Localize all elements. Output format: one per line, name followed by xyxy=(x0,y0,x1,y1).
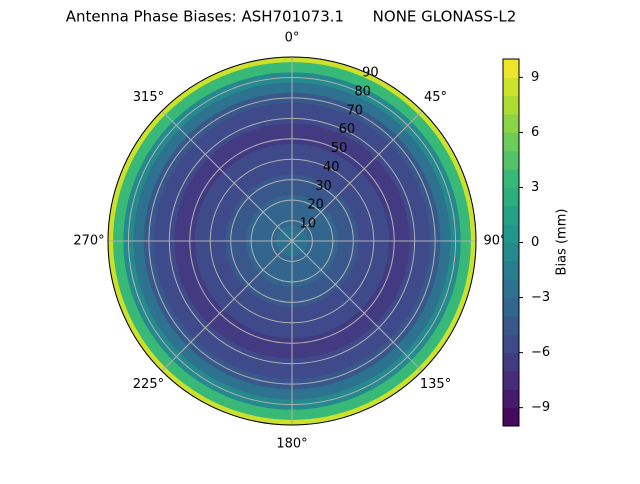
colorbar-band xyxy=(503,279,519,299)
radial-tick-label: 80 xyxy=(354,84,371,99)
angular-grid-line xyxy=(161,240,293,372)
angular-tick-label: 0° xyxy=(285,31,300,46)
colorbar-band xyxy=(503,334,519,354)
colorbar-tick-label: 3 xyxy=(531,180,539,195)
colorbar-tick-label: −6 xyxy=(531,345,550,360)
colorbar-band xyxy=(503,260,519,280)
colorbar-tick-label: −9 xyxy=(531,400,550,415)
angular-tick-label: 225° xyxy=(133,377,164,392)
colorbar-tick-label: 6 xyxy=(531,125,539,140)
colorbar-band xyxy=(503,205,519,225)
colorbar-band xyxy=(503,352,519,372)
colorbar-band xyxy=(503,315,519,335)
radial-tick-label: 70 xyxy=(346,103,363,118)
colorbar-band xyxy=(503,297,519,317)
radial-tick-label: 60 xyxy=(339,122,356,137)
angular-tick-label: 180° xyxy=(276,437,307,452)
angular-tick-label: 90° xyxy=(483,234,506,249)
angular-grid-line xyxy=(161,110,293,242)
chart-title: Antenna Phase Biases: ASH701073.1 NONE G… xyxy=(66,8,517,26)
angular-tick-label: 135° xyxy=(420,377,451,392)
colorbar-band xyxy=(503,389,519,409)
colorbar-band xyxy=(503,95,519,115)
colorbar-band xyxy=(503,224,519,243)
colorbar-band xyxy=(503,150,519,170)
colorbar-band xyxy=(503,187,519,207)
angular-tick-label: 270° xyxy=(73,234,104,249)
radial-tick-label: 40 xyxy=(323,160,340,175)
colorbar-band xyxy=(503,370,519,390)
colorbar-tick-label: 9 xyxy=(531,70,539,85)
radial-tick-label: 20 xyxy=(307,198,324,213)
angular-tick-label: 45° xyxy=(424,90,447,105)
radial-tick-label: 50 xyxy=(331,141,348,156)
colorbar-band xyxy=(503,407,519,427)
colorbar-label: Bias (mm) xyxy=(555,209,570,276)
colorbar-band xyxy=(503,132,519,152)
polar-frame xyxy=(107,56,477,426)
angular-grid-line xyxy=(291,240,423,372)
colorbar-tick-label: 0 xyxy=(531,235,539,250)
angular-tick-label: 315° xyxy=(133,90,164,105)
radial-tick-label: 90 xyxy=(362,66,379,81)
colorbar-band xyxy=(503,114,519,133)
colorbar-band xyxy=(503,242,519,262)
angular-grid-line xyxy=(291,110,423,242)
colorbar-band xyxy=(503,169,519,188)
colorbar-band xyxy=(503,59,519,78)
radial-tick-label: 10 xyxy=(300,217,317,232)
colorbar-tick-label: −3 xyxy=(531,290,550,305)
colorbar-band xyxy=(503,77,519,97)
radial-tick-label: 30 xyxy=(315,179,332,194)
